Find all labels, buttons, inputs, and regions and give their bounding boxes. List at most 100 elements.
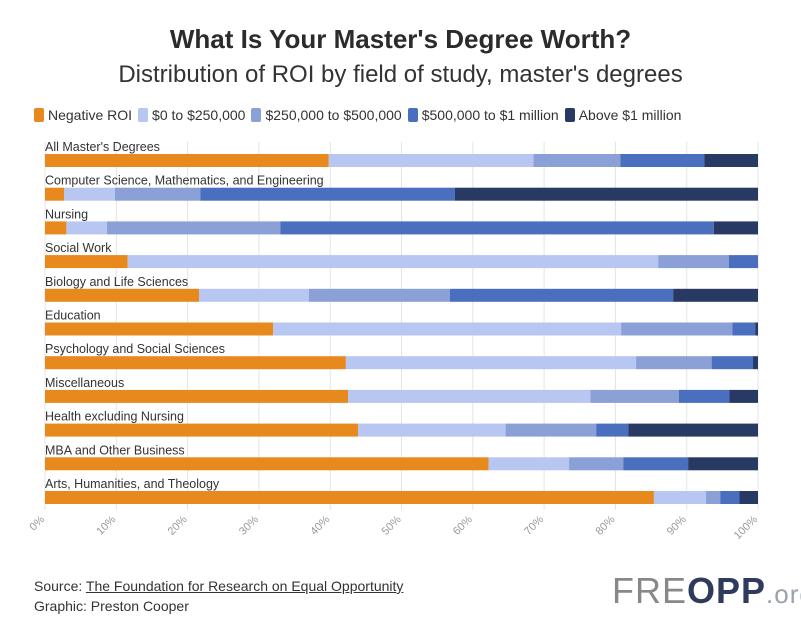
bar-segment: [628, 423, 758, 437]
legend-item: $500,000 to $1 million: [407, 107, 559, 123]
category-label: Computer Science, Mathematics, and Engin…: [45, 174, 324, 188]
legend-item: Negative ROI: [34, 107, 132, 123]
bar-segment: [45, 491, 654, 504]
chart-subtitle: Distribution of ROI by field of study, m…: [118, 61, 683, 88]
bar-segment: [66, 221, 108, 235]
legend-label: Negative ROI: [48, 107, 133, 123]
legend-label: Above $1 million: [578, 107, 682, 123]
x-tick-label: 20%: [166, 513, 190, 537]
bar-segment: [449, 288, 674, 302]
bar-segment: [348, 389, 591, 403]
source-line: Source: The Foundation for Research on E…: [34, 576, 403, 596]
legend: Negative ROI $0 to $250,000 $250,000 to $5…: [34, 107, 687, 123]
legend-swatch: [138, 108, 149, 122]
category-label: All Master's Degrees: [45, 140, 160, 154]
bar-segment: [107, 221, 281, 235]
legend-label: $500,000 to $1 million: [421, 107, 559, 123]
chart-area: All Master's Degrees Computer Science, Ma…: [27, 140, 761, 542]
legend-label: $250,000 to $500,000: [265, 107, 402, 123]
x-tick-label: 40%: [308, 513, 332, 537]
x-tick-label: 100%: [732, 513, 761, 542]
graphic-credit: Graphic: Preston Cooper: [34, 598, 189, 614]
bar-segment: [200, 187, 455, 201]
bar-segment: [711, 356, 754, 370]
bar-segment: [273, 322, 622, 336]
x-tick-label: 70%: [522, 513, 546, 537]
bar-segment: [488, 457, 570, 471]
category-label: MBA and Other Business: [45, 443, 185, 457]
category-label: Nursing: [45, 207, 88, 221]
bar-segment: [658, 255, 729, 269]
x-tick-label: 60%: [451, 513, 475, 537]
footer: Source: The Foundation for Research on E…: [34, 576, 403, 616]
bar-segment: [753, 356, 758, 370]
bar-segment: [308, 288, 450, 302]
bar-segment: [704, 154, 758, 167]
legend-swatch: [34, 108, 44, 122]
category-label: Arts, Humanities, and Theology: [45, 477, 220, 491]
bar-segment: [720, 491, 740, 504]
category-label: Education: [45, 309, 101, 323]
x-tick-label: 10%: [94, 513, 118, 537]
chart-title: What Is Your Master's Degree Worth?: [169, 24, 632, 54]
category-label: Social Work: [45, 241, 112, 255]
bar-segment: [199, 288, 309, 302]
bar-segment: [45, 187, 65, 201]
x-tick-label: 90%: [665, 513, 689, 537]
bar-segment: [454, 187, 758, 201]
bar-segment: [596, 423, 629, 437]
bar-segment: [45, 457, 489, 471]
bar-segment: [755, 322, 758, 336]
bar-segment: [64, 187, 115, 201]
bar-segment: [127, 255, 659, 269]
legend-swatch: [564, 108, 575, 122]
bar-segment: [45, 322, 274, 336]
bar-segment: [636, 356, 712, 370]
legend-swatch: [407, 108, 418, 122]
bar-segment: [732, 322, 756, 336]
x-tick-label: 30%: [237, 513, 261, 537]
category-label: Miscellaneous: [45, 376, 124, 390]
bar-segment: [358, 423, 506, 437]
bar-segment: [45, 154, 329, 167]
bar-segment: [569, 457, 624, 471]
source-link[interactable]: The Foundation for Research on Equal Opp…: [85, 578, 404, 594]
bar-segment: [45, 423, 359, 437]
bar-segment: [678, 389, 730, 403]
bar-segment: [729, 389, 758, 403]
bar-segment: [345, 356, 637, 370]
bar-segment: [505, 423, 597, 437]
bar-segment: [280, 221, 714, 235]
bar-segment: [328, 154, 534, 167]
bar-segment: [673, 288, 758, 302]
bar-segment: [533, 154, 621, 167]
freopp-logo: FREOPP.org: [612, 570, 801, 611]
bar-segment: [620, 154, 705, 167]
source-prefix: Source:: [34, 578, 86, 594]
bar-segment: [114, 187, 201, 201]
legend-item: Above $1 million: [564, 107, 682, 123]
bar-segment: [739, 491, 758, 504]
bar-segment: [621, 322, 733, 336]
bar-segment: [45, 221, 67, 235]
bar-segment: [713, 221, 758, 235]
x-tick-label: 0%: [27, 513, 47, 533]
legend-item: $250,000 to $500,000: [251, 107, 402, 123]
category-label: Biology and Life Sciences: [45, 275, 188, 289]
bar-segment: [45, 288, 200, 302]
bar-segment: [705, 491, 721, 504]
bar-segment: [45, 356, 346, 370]
bar-segment: [45, 389, 349, 403]
category-label: Health excluding Nursing: [45, 410, 184, 424]
bar-segment: [653, 491, 706, 504]
legend-label: $0 to $250,000: [152, 107, 246, 123]
bar-segment: [45, 255, 128, 269]
category-label: Psychology and Social Sciences: [45, 342, 225, 356]
bar-segment: [728, 255, 758, 269]
legend-item: $0 to $250,000: [138, 107, 245, 123]
bar-segment: [623, 457, 689, 471]
legend-swatch: [251, 108, 262, 122]
x-tick-label: 50%: [380, 513, 404, 537]
bar-segment: [590, 389, 679, 403]
x-tick-label: 80%: [593, 513, 617, 537]
